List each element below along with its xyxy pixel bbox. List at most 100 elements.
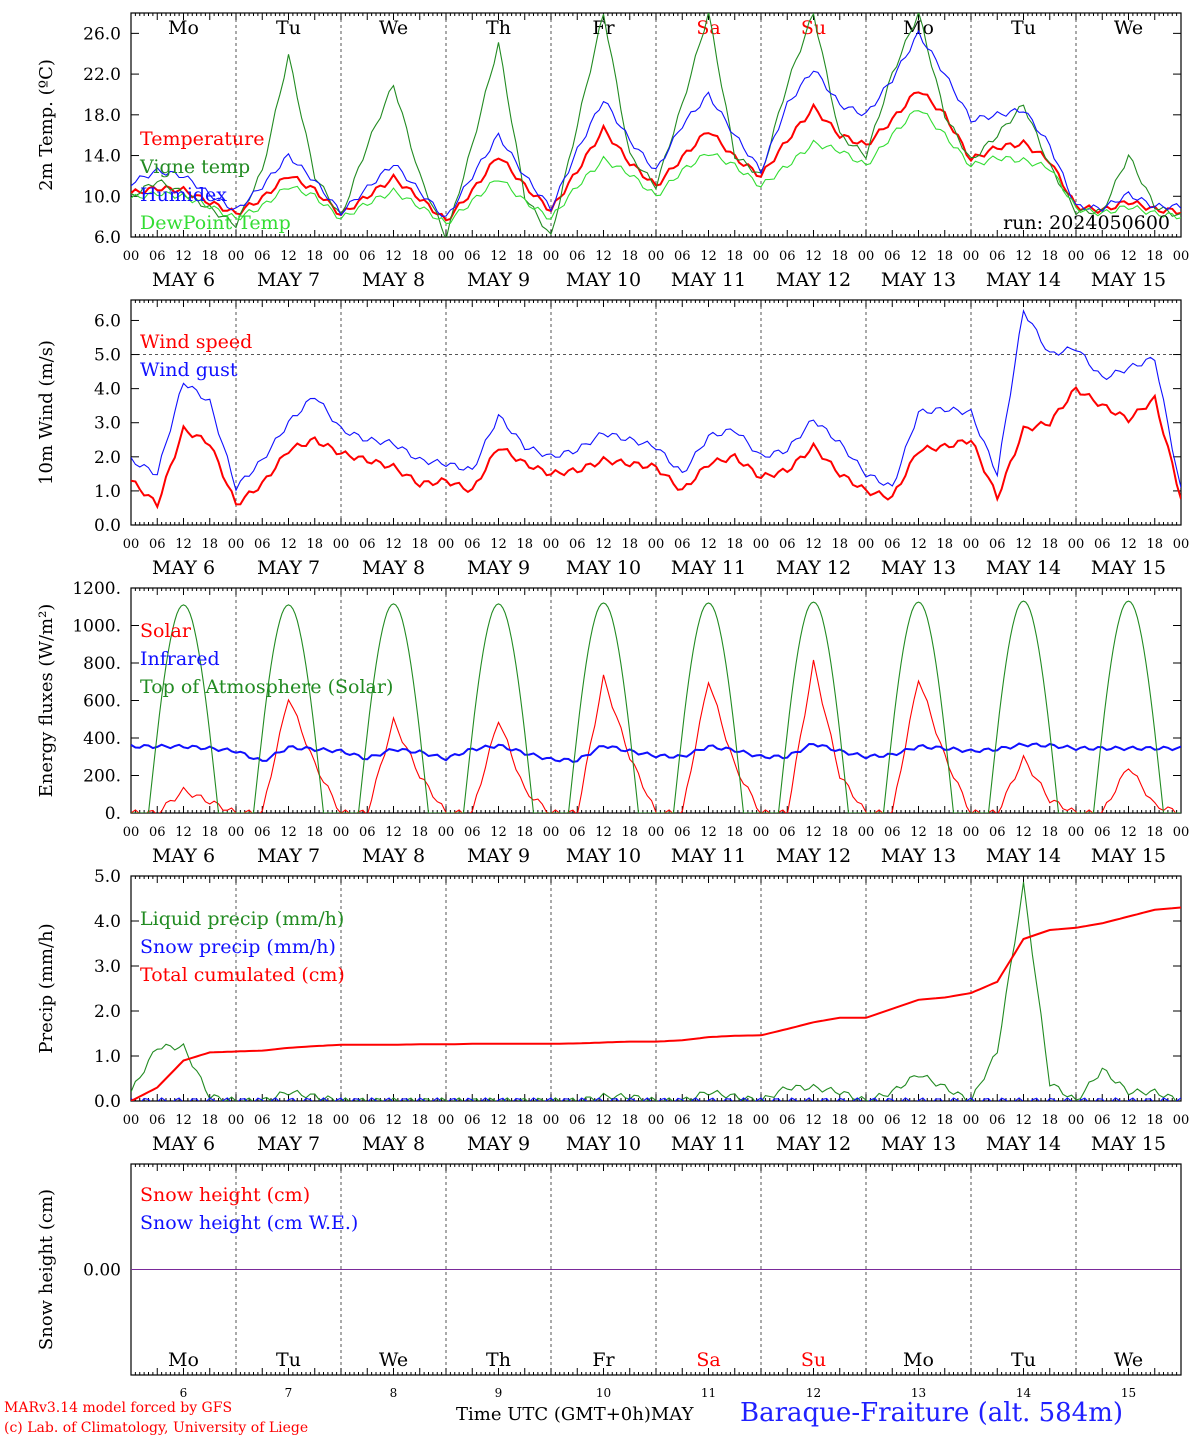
- legend-wind-gust: Wind gust: [140, 359, 238, 381]
- panel-10m-wind-m-s: 0.0 1.0 2.0 3.0 4.0 5.0 6.0 10m Wind (m/s) 00 06 1…: [36, 299, 1189, 579]
- hour-tick-label: 00: [1068, 249, 1085, 264]
- hour-tick-label: 06: [359, 249, 376, 264]
- hour-tick-label: 00: [753, 1113, 770, 1128]
- day-number-label: 7: [285, 1386, 293, 1400]
- hour-tick-label: 12: [385, 537, 402, 552]
- date-label: MAY 6: [152, 557, 215, 579]
- hour-tick-label: 12: [805, 1113, 822, 1128]
- hour-tick-label: 00: [963, 1113, 980, 1128]
- day-name-label: Sa: [696, 17, 720, 39]
- date-label: MAY 15: [1091, 269, 1166, 291]
- date-label: MAY 7: [257, 845, 320, 867]
- hour-tick-label: 00: [123, 537, 140, 552]
- date-label: MAY 11: [671, 845, 746, 867]
- hour-tick-label: 12: [910, 825, 927, 840]
- hour-tick-label: 18: [831, 825, 848, 840]
- month-label: MAY: [650, 1404, 694, 1425]
- date-label: MAY 14: [986, 845, 1061, 867]
- hour-tick-label: 00: [543, 1113, 560, 1128]
- day-number-label: 6: [180, 1386, 188, 1400]
- hour-tick-label: 00: [543, 537, 560, 552]
- hour-tick-label: 00: [228, 537, 245, 552]
- y-tick-label: 2.0: [94, 1002, 121, 1022]
- hour-tick-label: 12: [1120, 825, 1137, 840]
- legend-snow-precip-mm-h: Snow precip (mm/h): [140, 936, 336, 958]
- run-label: run: 2024050600: [1003, 212, 1170, 234]
- y-tick-label: 200.: [83, 767, 121, 787]
- date-label: MAY 8: [362, 845, 425, 867]
- date-label: MAY 12: [776, 1133, 851, 1155]
- hour-tick-label: 06: [674, 249, 691, 264]
- y-tick-label: 1.0: [94, 482, 121, 502]
- y-tick-label: 4.0: [94, 380, 121, 400]
- legend-wind-speed: Wind speed: [140, 331, 252, 353]
- hour-tick-label: 00: [858, 825, 875, 840]
- legend-snow-height-cm-w-e: Snow height (cm W.E.): [140, 1212, 358, 1234]
- date-label: MAY 8: [362, 269, 425, 291]
- hour-tick-label: 06: [464, 249, 481, 264]
- hour-tick-label: 12: [700, 537, 717, 552]
- series-line-wind-gust: [131, 308, 1181, 492]
- day-name-label: Su: [801, 17, 826, 39]
- footer-credits: MARv3.14 model forced by GFS (c) Lab. of…: [4, 1398, 308, 1438]
- date-label: MAY 6: [152, 845, 215, 867]
- series-line-dewpoint-temp: [131, 110, 1181, 224]
- hour-tick-label: 00: [1173, 825, 1190, 840]
- hour-tick-label: 18: [621, 1113, 638, 1128]
- hour-tick-label: 06: [884, 825, 901, 840]
- day-name-label: Fr: [592, 1349, 615, 1371]
- hour-tick-label: 12: [910, 1113, 927, 1128]
- hour-tick-label: 00: [123, 825, 140, 840]
- hour-tick-label: 06: [254, 537, 271, 552]
- date-label: MAY 8: [362, 1133, 425, 1155]
- model-credit: MARv3.14 model forced by GFS: [4, 1400, 233, 1416]
- hour-tick-label: 06: [989, 825, 1006, 840]
- y-tick-label: 800.: [83, 654, 121, 674]
- hour-tick-label: 18: [411, 825, 428, 840]
- time-axis-label: Time UTC (GMT+0h)MAY: [456, 1404, 693, 1425]
- y-tick-label: 0.0: [94, 1092, 121, 1112]
- day-name-label: We: [379, 17, 408, 39]
- hour-tick-label: 12: [490, 825, 507, 840]
- legend-top-of-atmosphere-solar: Top of Atmosphere (Solar): [140, 676, 393, 698]
- plot-frame: [130, 12, 1182, 238]
- hour-tick-label: 06: [464, 537, 481, 552]
- date-label: MAY 9: [467, 845, 530, 867]
- day-name-label: We: [1114, 1349, 1143, 1371]
- hour-tick-label: 06: [779, 249, 796, 264]
- hour-tick-label: 18: [306, 249, 323, 264]
- y-tick-label: 2.0: [94, 448, 121, 468]
- time-utc-label: Time UTC (GMT+0h): [456, 1404, 651, 1425]
- day-name-label: Tu: [276, 17, 301, 39]
- hour-tick-label: 18: [201, 1113, 218, 1128]
- day-name-label: Th: [486, 1349, 511, 1371]
- hour-tick-label: 18: [726, 1113, 743, 1128]
- hour-tick-label: 18: [306, 825, 323, 840]
- day-name-label: Mo: [903, 1349, 934, 1371]
- hour-tick-label: 18: [516, 537, 533, 552]
- hour-tick-label: 00: [963, 249, 980, 264]
- hour-tick-label: 00: [333, 825, 350, 840]
- date-label: MAY 12: [776, 845, 851, 867]
- hour-tick-label: 12: [490, 537, 507, 552]
- day-name-label: Mo: [168, 17, 199, 39]
- y-tick-label: 26.0: [83, 24, 121, 44]
- date-label: MAY 7: [257, 1133, 320, 1155]
- day-number-label: 10: [596, 1386, 611, 1400]
- hour-tick-label: 00: [963, 825, 980, 840]
- hour-tick-label: 06: [359, 825, 376, 840]
- y-tick-label: 6.0: [94, 311, 121, 331]
- y-tick-label: 18.0: [83, 106, 121, 126]
- series-group: [131, 881, 1181, 1101]
- hour-tick-label: 12: [280, 537, 297, 552]
- day-name-label: Mo: [168, 1349, 199, 1371]
- legend-dewpoint-temp: DewPoint Temp: [140, 212, 291, 234]
- y-axis-label: Snow height (cm): [36, 1189, 57, 1350]
- y-axis-label: 2m Temp. (ºC): [36, 59, 57, 191]
- hour-tick-label: 00: [1068, 537, 1085, 552]
- hour-tick-label: 12: [280, 825, 297, 840]
- series-line-snow-precip-mm-h: [131, 1097, 1181, 1101]
- hour-tick-label: 18: [936, 825, 953, 840]
- hour-tick-label: 06: [359, 537, 376, 552]
- hour-tick-label: 00: [333, 249, 350, 264]
